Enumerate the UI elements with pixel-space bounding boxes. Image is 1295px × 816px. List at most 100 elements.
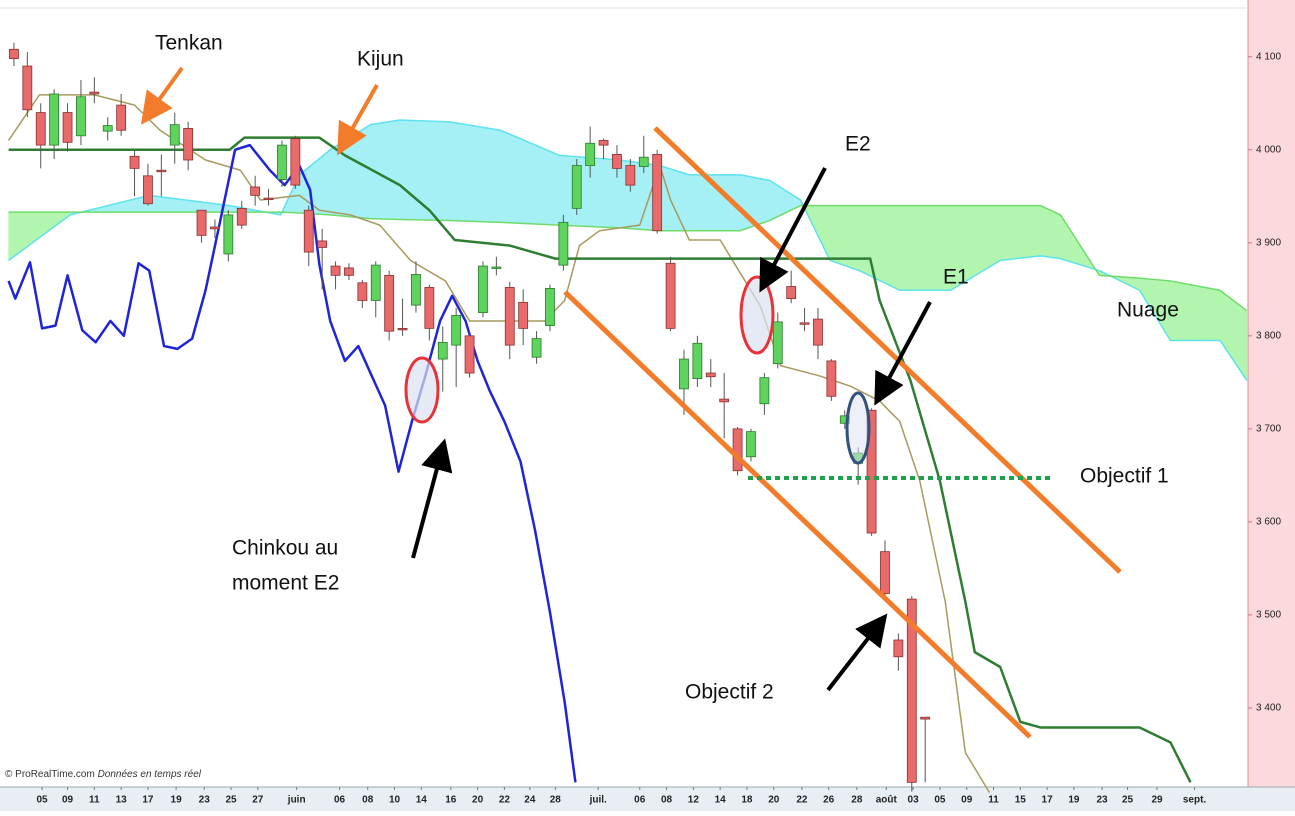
- cloud-fill: [659, 165, 690, 231]
- candle-body: [893, 639, 904, 658]
- annotation: Kijun: [357, 48, 404, 71]
- candle-body: [880, 551, 890, 594]
- x-tick-label: 08: [362, 795, 374, 806]
- x-tick-label: 20: [768, 795, 780, 806]
- indicator-line: [7, 94, 991, 793]
- candle-body: [451, 314, 462, 346]
- candle-body: [35, 112, 46, 146]
- x-tick-label: 11: [89, 795, 100, 806]
- y-tick-label: 3 900: [1256, 237, 1281, 248]
- arrow: [759, 167, 827, 293]
- x-tick-label: 11: [988, 795, 999, 806]
- candle-body: [290, 138, 301, 186]
- cloud-fill: [559, 155, 620, 229]
- x-tick-label: 24: [524, 795, 536, 806]
- candle-body: [49, 93, 60, 146]
- annotation: Tenkan: [155, 32, 223, 55]
- candle-body: [116, 104, 127, 131]
- marker-ellipse: [739, 275, 775, 355]
- candle-body: [612, 154, 622, 169]
- y-tick-label: 3 800: [1256, 330, 1281, 341]
- x-tick-label: 29: [1151, 795, 1163, 806]
- x-tick-label: 25: [1122, 795, 1134, 806]
- candle-body: [424, 287, 435, 329]
- candle-body: [277, 144, 287, 180]
- x-tick-label: 06: [634, 795, 646, 806]
- candle-body: [772, 321, 783, 365]
- candle-body: [786, 286, 797, 300]
- y-tick-label: 3 500: [1256, 610, 1281, 621]
- span-b-line: [8, 204, 1248, 312]
- candle-body: [143, 175, 153, 205]
- candle-body: [384, 274, 395, 332]
- y-tick-label: 3 600: [1256, 517, 1281, 528]
- cloud-fill: [999, 205, 1041, 261]
- x-tick-label: 13: [116, 795, 128, 806]
- x-tick-label: 27: [252, 795, 264, 806]
- x-tick-label: 23: [199, 795, 211, 806]
- arrow: [826, 613, 888, 692]
- candle-body: [250, 186, 261, 196]
- candle-body: [156, 169, 167, 173]
- x-tick-label: 22: [796, 795, 808, 806]
- x-tick-label: sept.: [1183, 795, 1207, 806]
- cloud: [8, 119, 1248, 382]
- x-tick-label: 03: [908, 795, 920, 806]
- x-tick-label: 19: [1068, 795, 1080, 806]
- candle-body: [719, 398, 730, 403]
- y-tick-label: 4 100: [1256, 51, 1281, 62]
- candle-body: [169, 124, 180, 146]
- x-tick-label: 22: [499, 795, 511, 806]
- x-tick-label: 23: [1097, 795, 1109, 806]
- candle-body: [411, 274, 421, 306]
- x-tick-label: 15: [1015, 795, 1027, 806]
- channel-lower: [563, 290, 1032, 739]
- candle-body: [370, 264, 381, 301]
- arrow: [874, 301, 932, 406]
- candle-body: [866, 409, 877, 534]
- candle-body: [397, 327, 408, 331]
- candle-body: [571, 165, 582, 209]
- candle-body: [437, 341, 448, 360]
- x-tick-label: 26: [823, 795, 835, 806]
- candle-body: [9, 48, 19, 60]
- axes: 4 100 4 000 3 900 3 800 3 700 3 600 3 500 3 400…: [37, 51, 1282, 805]
- candle-body: [558, 221, 569, 266]
- arrow: [411, 438, 453, 559]
- y-tick-label: 3 400: [1256, 703, 1281, 714]
- x-tick-label: juil.: [589, 795, 607, 806]
- candle-body: [906, 598, 917, 783]
- candle-body: [464, 335, 475, 374]
- x-tick-label: 08: [661, 795, 673, 806]
- candle-body: [638, 156, 649, 167]
- x-tick-label: 14: [416, 795, 428, 806]
- x-axis-panel: [0, 787, 1295, 811]
- candle-body: [62, 112, 73, 143]
- marker-ellipse: [845, 391, 871, 465]
- candle-body: [263, 197, 274, 201]
- candle-body: [799, 322, 810, 325]
- candle-body: [330, 265, 341, 276]
- candle-body: [625, 165, 636, 186]
- candle-body: [692, 342, 703, 380]
- candle-body: [317, 240, 328, 248]
- candle-body: [478, 265, 488, 313]
- candle-body: [491, 266, 502, 269]
- candle-body: [531, 338, 542, 358]
- candle-body: [303, 209, 314, 253]
- x-tick-label: 17: [142, 795, 154, 806]
- y-tick-label: 3 700: [1256, 423, 1281, 434]
- x-tick-label: 09: [62, 795, 74, 806]
- marker-ellipse: [404, 356, 440, 424]
- x-tick-label: 06: [334, 795, 346, 806]
- footer: © ProRealTime.com Données en temps réel: [5, 769, 202, 780]
- plot-area: [0, 0, 1248, 787]
- x-tick-label: 12: [688, 795, 700, 806]
- y-axis-panel: [1248, 0, 1295, 787]
- candle-body: [732, 428, 743, 472]
- candles: [9, 42, 931, 792]
- candle-body: [705, 372, 716, 378]
- x-tick-label: 18: [741, 795, 753, 806]
- candle-body: [518, 301, 529, 329]
